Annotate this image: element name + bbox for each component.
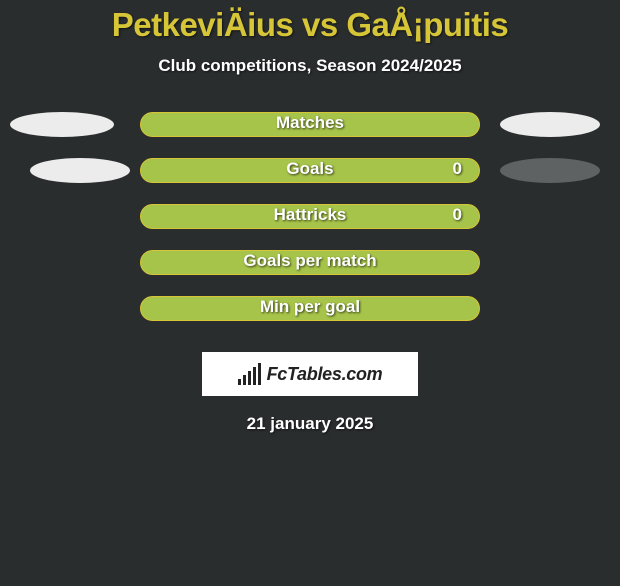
stat-row: Goals0 [0, 148, 620, 194]
side-ellipse [500, 158, 600, 183]
logo-text: FcTables.com [267, 364, 383, 385]
side-ellipse [500, 112, 600, 137]
logo-bars-icon [238, 363, 261, 385]
side-ellipse [10, 112, 114, 137]
logo-box: FcTables.com [202, 352, 418, 396]
stat-row: Matches [0, 102, 620, 148]
side-ellipse [30, 158, 130, 183]
comparison-chart: MatchesGoals0Hattricks0Goals per matchMi… [0, 102, 620, 332]
stat-row: Goals per match [0, 240, 620, 286]
stat-row: Min per goal [0, 286, 620, 332]
page-subtitle: Club competitions, Season 2024/2025 [0, 56, 620, 76]
page-title: PetkeviÄius vs GaÅ¡puitis [0, 6, 620, 44]
stat-label: Min per goal [0, 297, 620, 317]
stat-value-right: 0 [453, 159, 462, 179]
stat-label: Hattricks [0, 205, 620, 225]
stat-label: Goals per match [0, 251, 620, 271]
date-label: 21 january 2025 [0, 414, 620, 434]
stat-row: Hattricks0 [0, 194, 620, 240]
stat-value-right: 0 [453, 205, 462, 225]
